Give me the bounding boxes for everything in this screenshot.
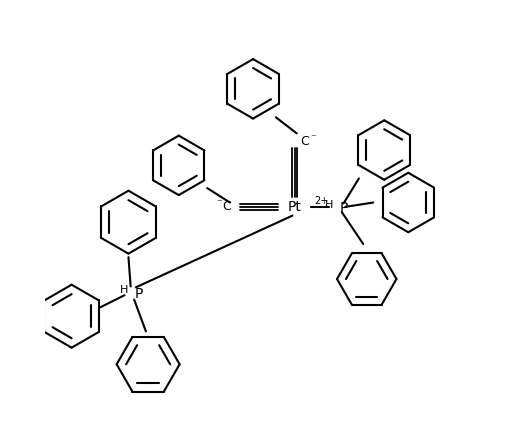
Text: P: P xyxy=(339,201,347,215)
Text: C: C xyxy=(301,135,309,148)
Text: Pt: Pt xyxy=(288,200,301,214)
Text: H: H xyxy=(120,285,128,295)
Text: P: P xyxy=(134,287,143,301)
Text: 2+: 2+ xyxy=(315,196,329,206)
Text: C: C xyxy=(222,200,231,213)
Text: ⁻: ⁻ xyxy=(310,133,316,143)
Text: ⁻: ⁻ xyxy=(216,198,222,209)
Text: H: H xyxy=(325,200,333,210)
